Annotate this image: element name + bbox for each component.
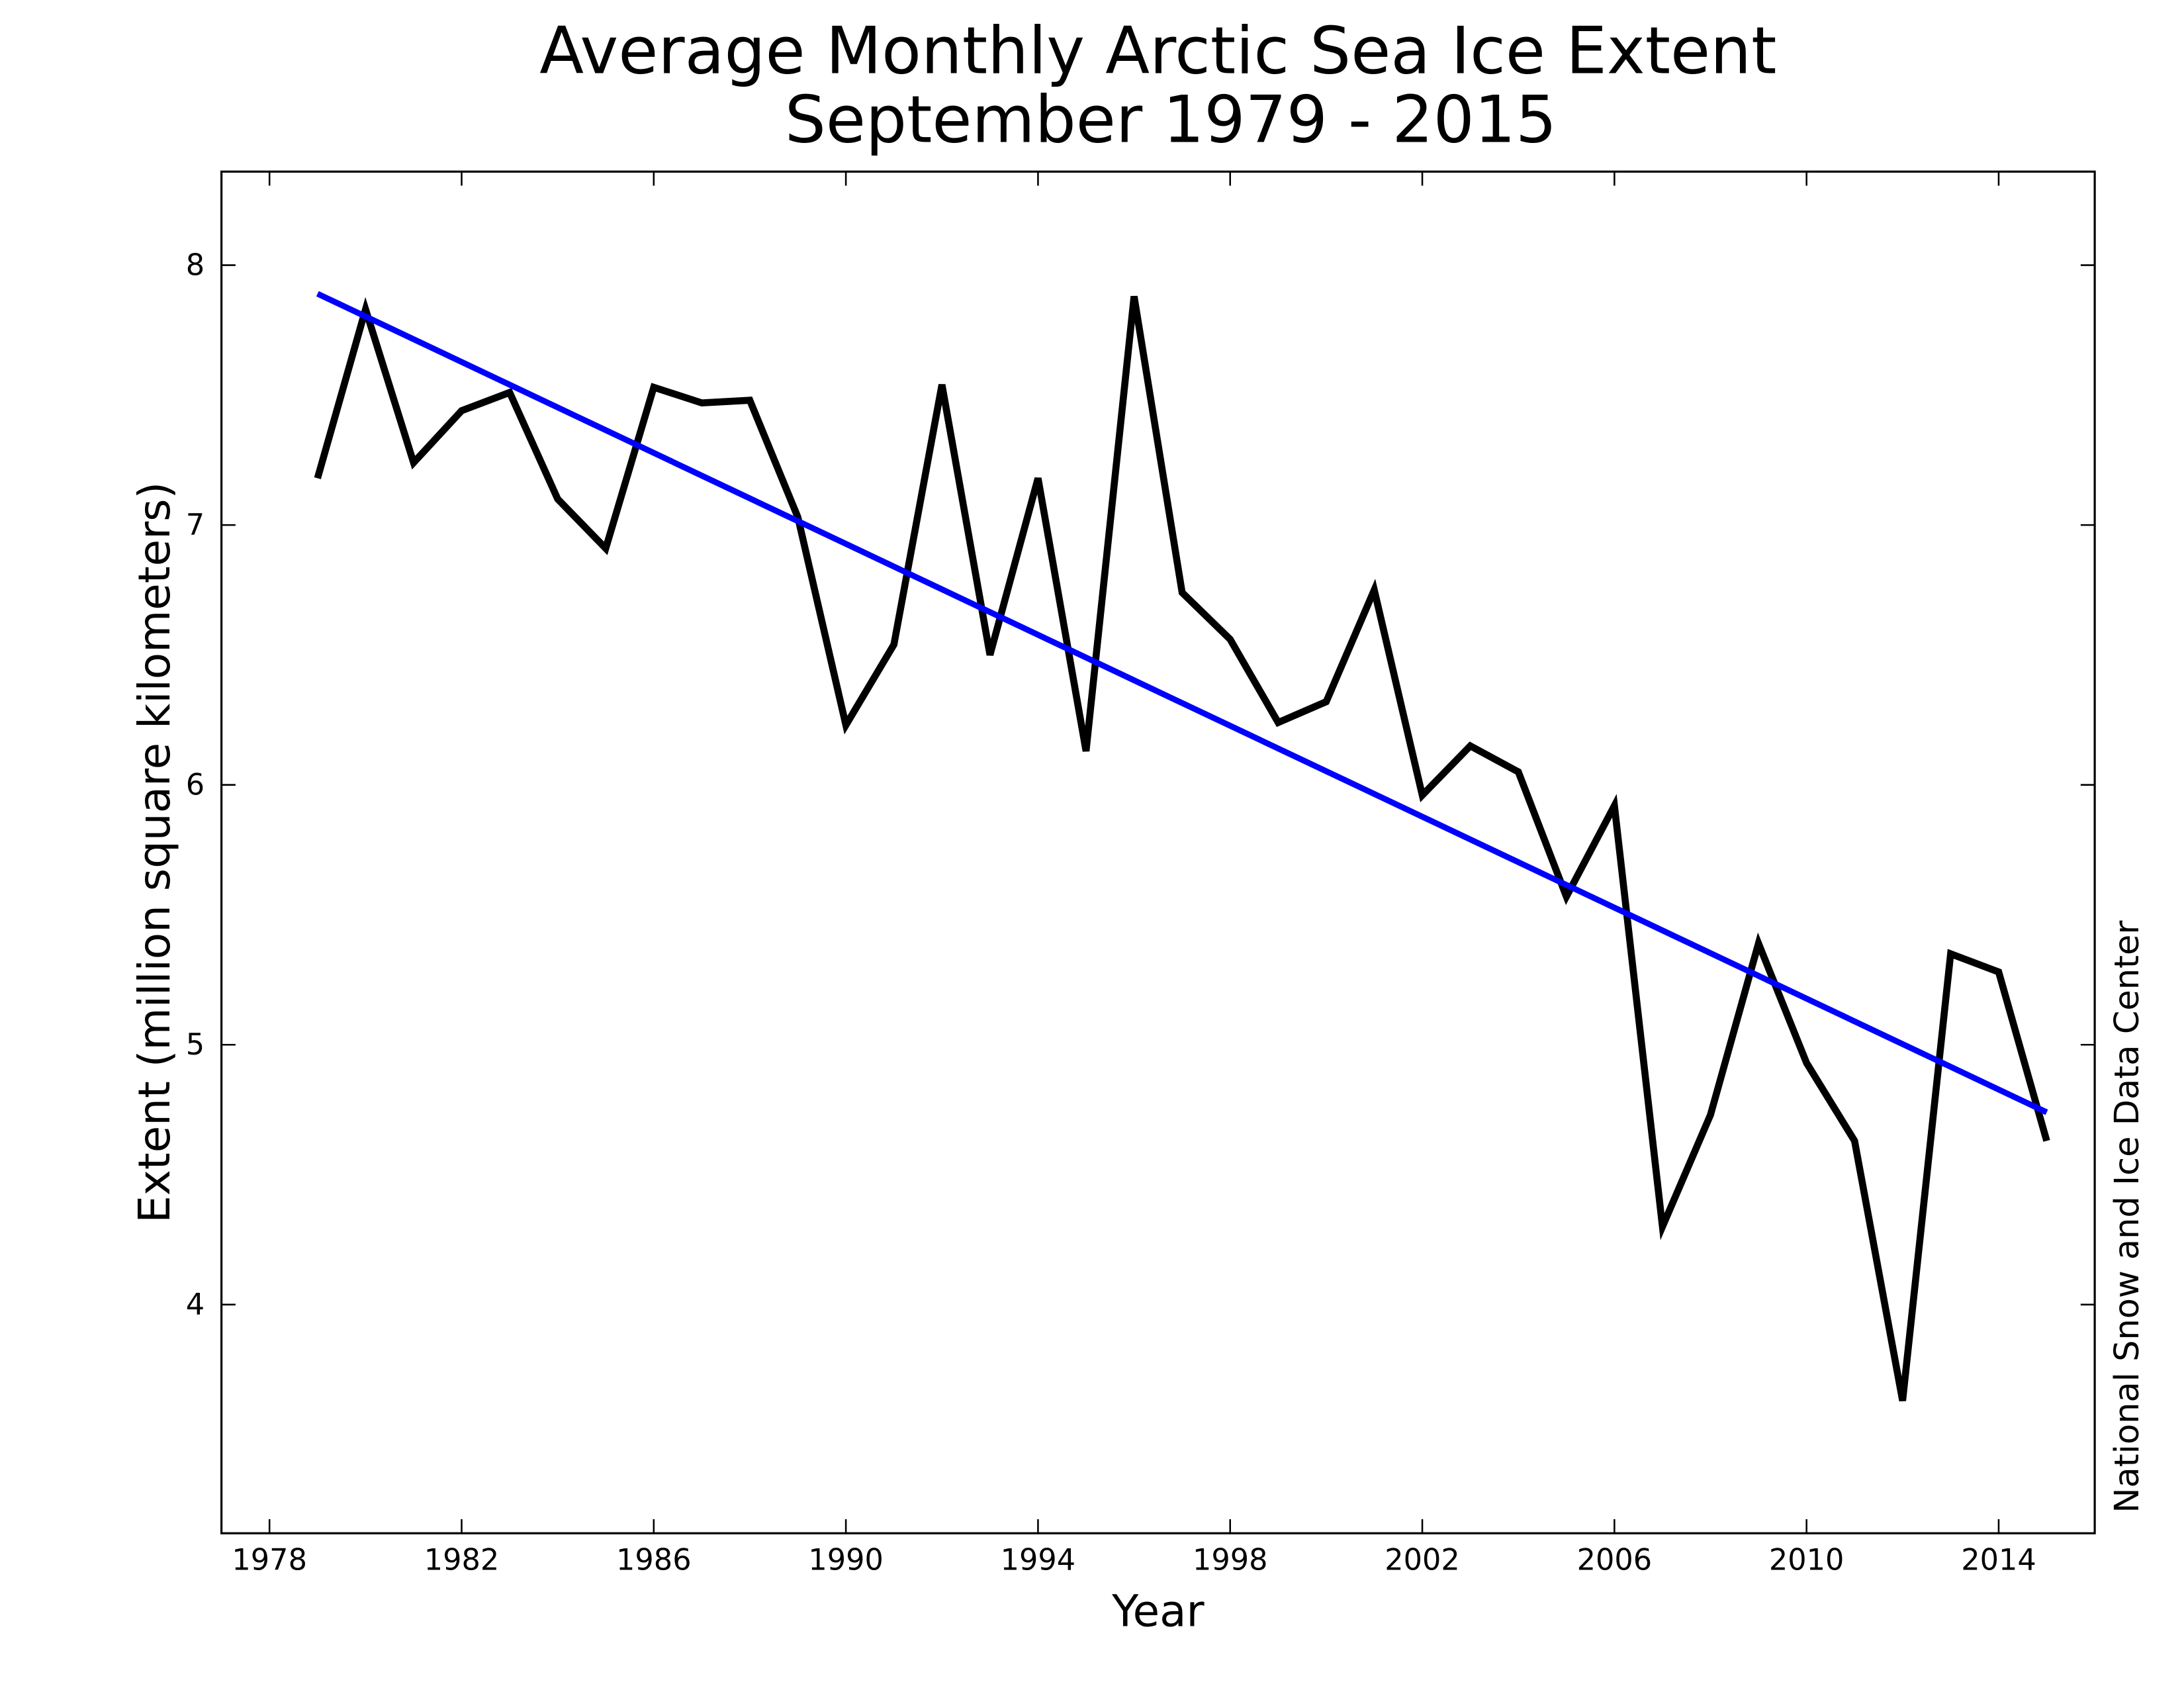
x-tick-label: 2006 — [1577, 1543, 1653, 1577]
x-tick-label: 2014 — [1961, 1543, 2036, 1577]
y-tick-label: 7 — [186, 508, 205, 542]
chart-subtitle: September 1979 - 2015 — [785, 83, 1557, 158]
chart-title: Average Monthly Arctic Sea Ice Extent — [539, 14, 1776, 89]
x-axis-label: Year — [1111, 1586, 1205, 1637]
annotation: National Snow and Ice Data Center — [2108, 921, 2147, 1513]
y-axis-label: Extent (million square kilometers) — [129, 482, 180, 1223]
plot-frame — [220, 170, 2096, 1534]
y-tick-label: 8 — [186, 248, 205, 282]
x-tick-label: 1986 — [616, 1543, 692, 1577]
x-tick-label: 2002 — [1385, 1543, 1460, 1577]
line-series — [314, 295, 2050, 1402]
line-series — [316, 291, 2048, 1115]
x-tick-label: 1990 — [808, 1543, 884, 1577]
y-tick-label: 5 — [186, 1027, 205, 1062]
y-tick-label: 6 — [186, 768, 205, 802]
y-tick-label: 4 — [186, 1288, 205, 1322]
x-tick-label: 1978 — [232, 1543, 307, 1577]
x-tick-label: 1982 — [424, 1543, 500, 1577]
x-tick-label: 1998 — [1193, 1543, 1268, 1577]
x-tick-label: 1994 — [1001, 1543, 1076, 1577]
x-tick-label: 2010 — [1769, 1543, 1844, 1577]
